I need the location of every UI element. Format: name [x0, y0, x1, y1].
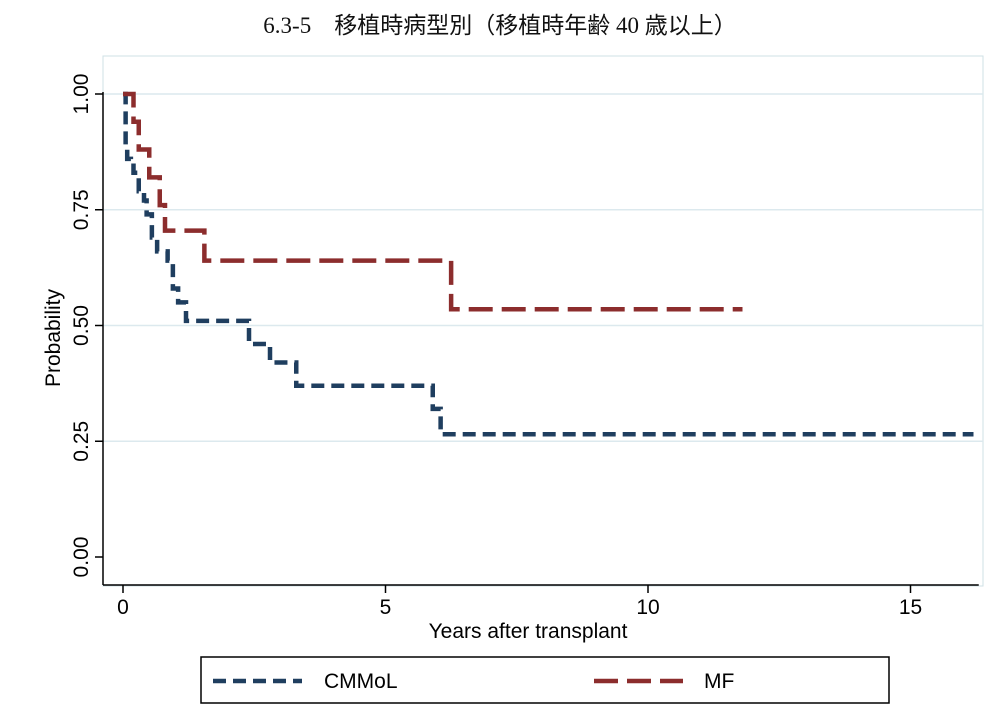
- y-tick-label: 0.50: [70, 305, 93, 346]
- y-tick-label: 0.00: [70, 537, 93, 578]
- x-axis-title: Years after transplant: [429, 620, 628, 643]
- x-tick-label: 10: [636, 596, 659, 619]
- series-lines: [123, 91, 974, 437]
- x-tick-label: 15: [899, 596, 922, 619]
- plot-area: [102, 55, 984, 587]
- legend-box: [200, 656, 890, 704]
- legend-label-cmmol: CMMoL: [324, 670, 398, 693]
- page-title: 6.3-5 移植時病型別（移植時年齢 40 歳以上）: [263, 13, 737, 38]
- axes: 0.00 0.25 0.50 0.75 1.00 0 5 10 15: [70, 74, 979, 619]
- grid-lines: [103, 93, 983, 442]
- x-tick-label: 5: [380, 596, 392, 619]
- y-tick-label: 0.75: [70, 189, 93, 230]
- x-tick-label: 0: [117, 596, 129, 619]
- legend: CMMoL MF: [200, 656, 890, 704]
- y-axis-title: Probability: [42, 288, 65, 387]
- legend-label-mf: MF: [704, 670, 734, 693]
- y-tick-label: 0.25: [70, 421, 93, 462]
- series-line-mf: [123, 91, 743, 312]
- y-tick-label: 1.00: [70, 74, 93, 115]
